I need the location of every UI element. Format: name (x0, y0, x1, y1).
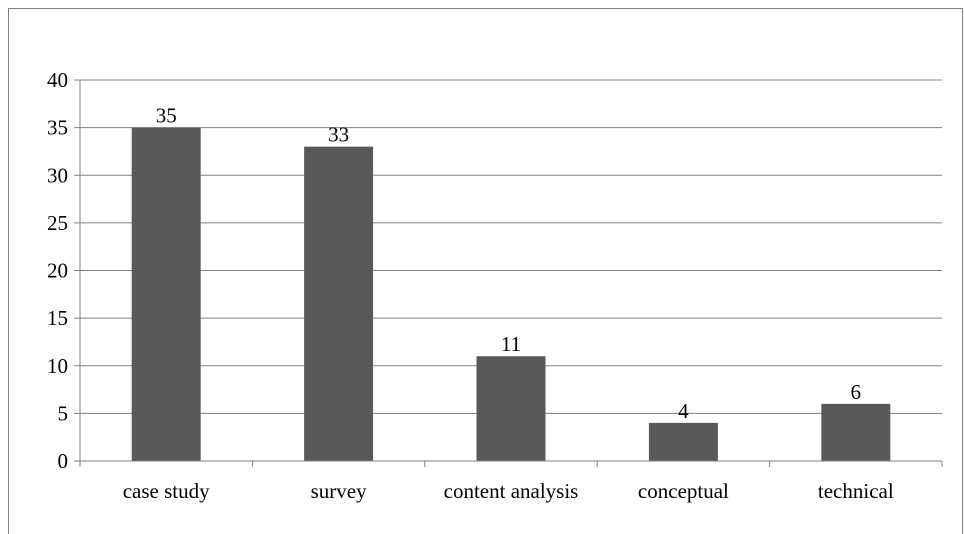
x-category-label: technical (818, 479, 894, 503)
chart-frame (8, 8, 963, 534)
data-label: 6 (851, 380, 862, 404)
y-tick-label: 15 (47, 306, 68, 330)
y-tick-label: 35 (47, 116, 68, 140)
y-tick-label: 10 (47, 354, 68, 378)
bar-conceptual (648, 422, 718, 461)
y-tick-label: 5 (58, 401, 69, 425)
bar-case-study (131, 127, 201, 461)
data-label: 4 (678, 399, 689, 423)
x-category-label: case study (123, 479, 210, 503)
y-tick-label: 25 (47, 211, 68, 235)
y-tick-label: 0 (58, 449, 69, 473)
data-label: 11 (501, 332, 521, 356)
data-label: 35 (156, 104, 177, 128)
axes (74, 79, 943, 467)
gridlines (80, 79, 942, 414)
bars (131, 127, 891, 462)
bar-technical (821, 403, 891, 461)
x-category-label: conceptual (638, 479, 729, 503)
y-tick-label: 20 (47, 259, 68, 283)
y-tick-label: 40 (47, 68, 68, 92)
data-label: 33 (328, 123, 349, 147)
bar-survey (304, 146, 374, 462)
x-category-label: content analysis (444, 479, 579, 503)
labels: 0 5 10 15 20 25 30 35 40 case study 35 survey 33 cont… (47, 68, 894, 503)
x-category-label: survey (311, 479, 367, 503)
y-tick-label: 30 (47, 163, 68, 187)
bar-content-analysis (476, 356, 546, 461)
